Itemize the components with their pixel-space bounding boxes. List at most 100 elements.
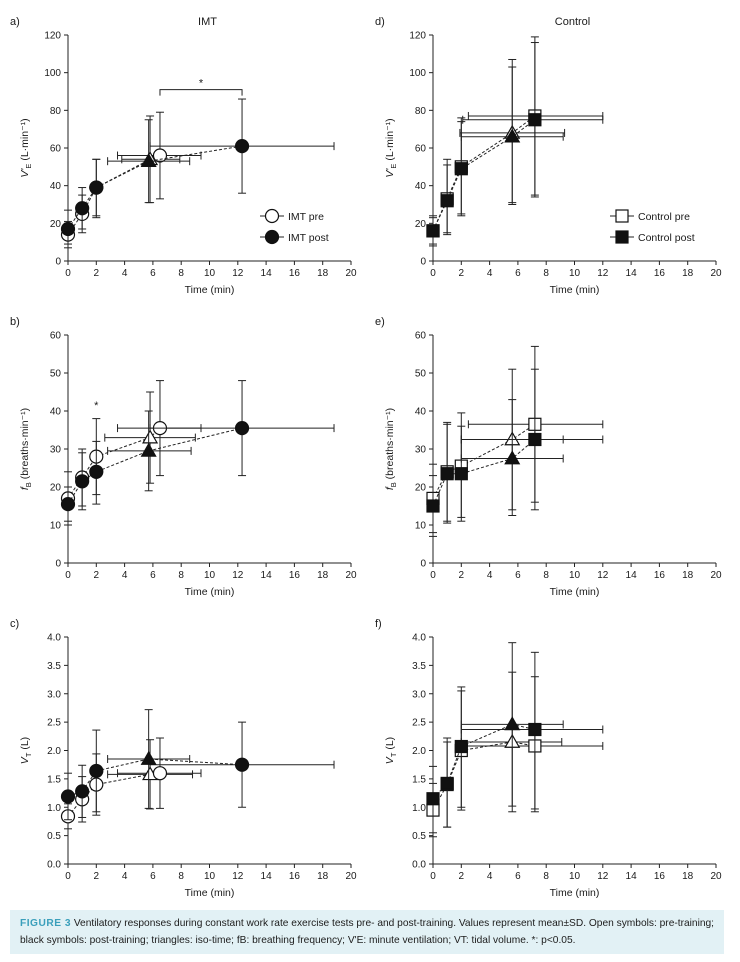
data-point: [75, 474, 90, 489]
x-tick-label: 14: [626, 570, 638, 581]
panel-b: b) 0 2 4 6 8 10 12 14 16 18 20 0 10 20 30 40 50 60 Time (mi…: [10, 316, 357, 598]
y-tick-label: 20: [50, 483, 62, 494]
x-tick-label: 16: [654, 268, 666, 279]
y-axis-label: fB (breaths·min⁻¹): [19, 408, 33, 490]
series-imt-post: [60, 380, 335, 522]
x-tick-label: 12: [232, 268, 244, 279]
data-point: [234, 139, 250, 154]
data-point: [60, 789, 76, 804]
x-tick-label: 16: [289, 268, 301, 279]
panel-label-f: f): [375, 618, 382, 630]
x-axis-label: Time (min): [185, 284, 235, 296]
x-tick-label: 14: [261, 570, 273, 581]
y-axis-label-unit: (L·min⁻¹): [384, 118, 396, 163]
y-tick-label: 40: [50, 181, 62, 192]
x-tick-label: 6: [515, 268, 521, 279]
data-point: [454, 739, 468, 754]
significance-star: *: [94, 400, 99, 412]
x-tick-label: 10: [569, 871, 581, 882]
x-tick-label: 0: [430, 268, 436, 279]
y-axis-label-unit: (L·min⁻¹): [19, 118, 31, 163]
x-tick-label: 14: [626, 871, 638, 882]
y-axis-label-unit: (L): [19, 737, 31, 753]
significance-star: *: [199, 78, 204, 90]
panel-label-c: c): [10, 618, 19, 630]
data-point: [426, 499, 440, 513]
x-tick-label: 12: [232, 871, 244, 882]
x-tick-label: 4: [122, 570, 128, 581]
data-point: [75, 201, 90, 216]
y-tick-label: 30: [415, 445, 427, 456]
x-tick-label: 4: [122, 268, 128, 279]
x-tick-label: 4: [487, 570, 493, 581]
legend: IMT pre IMT post: [260, 208, 329, 245]
x-tick-label: 16: [654, 570, 666, 581]
series-control-post: [426, 368, 604, 537]
x-tick-label: 0: [65, 871, 71, 882]
y-tick-label: 120: [409, 31, 426, 42]
series-control-pre: [426, 671, 604, 838]
data-point-iso-time: [504, 716, 521, 731]
data-point: [454, 467, 468, 481]
x-axis-label: Time (min): [550, 586, 600, 598]
data-point: [75, 784, 90, 799]
y-axis-label-unit: (L): [384, 737, 396, 753]
x-tick-label: 2: [94, 871, 100, 882]
x-tick-label: 0: [65, 570, 71, 581]
x-tick-label: 10: [204, 570, 216, 581]
x-tick-label: 6: [150, 570, 156, 581]
y-axis-label: V'E (L·min⁻¹): [19, 118, 33, 177]
y-axis-label-symbol: f: [384, 486, 396, 490]
y-axis-label-symbol: f: [19, 486, 31, 490]
x-tick-label: 6: [150, 268, 156, 279]
panel-label-b: b): [10, 316, 20, 328]
y-tick-label: 2.0: [412, 746, 426, 757]
y-tick-label: 0.5: [412, 831, 426, 842]
y-tick-label: 100: [44, 68, 61, 79]
y-tick-label: 4.0: [412, 633, 426, 644]
panel-f: f) 0 2 4 6 8 10 12 14 16 18 20 0.0 0.5 1.0 1.5 2.0 2.5 3.0…: [375, 618, 722, 899]
y-tick-label: 60: [50, 331, 62, 342]
legend-marker: [264, 208, 280, 224]
series-control-post: [426, 42, 604, 247]
x-tick-label: 6: [515, 871, 521, 882]
y-axis-label-unit: (breaths·min⁻¹): [384, 408, 396, 482]
y-tick-label: 2.5: [47, 718, 61, 729]
x-tick-label: 6: [515, 570, 521, 581]
x-tick-label: 0: [65, 268, 71, 279]
significance-bracket: [159, 89, 243, 96]
y-tick-label: 1.5: [412, 774, 426, 785]
y-tick-label: 0: [55, 559, 61, 570]
x-tick-label: 10: [204, 871, 216, 882]
data-point: [440, 467, 454, 481]
series-imt-post: [60, 709, 335, 821]
y-tick-label: 0: [55, 257, 61, 268]
x-tick-label: 8: [543, 871, 549, 882]
x-tick-label: 8: [178, 268, 184, 279]
legend-label: IMT post: [288, 232, 329, 244]
y-tick-label: 3.0: [47, 689, 61, 700]
x-tick-label: 14: [261, 268, 273, 279]
y-axis-label-symbol: V': [384, 168, 396, 178]
data-point: [440, 194, 454, 208]
legend-marker: [264, 229, 280, 245]
data-point: [426, 224, 440, 238]
legend-marker: [615, 230, 629, 244]
x-tick-label: 12: [597, 268, 609, 279]
y-axis-label-subscript: E: [389, 164, 398, 169]
x-tick-label: 8: [543, 268, 549, 279]
panel-label-d: d): [375, 16, 385, 28]
y-axis-label-subscript: B: [389, 482, 398, 487]
data-point: [89, 763, 104, 779]
y-axis-label-symbol: V: [384, 756, 396, 764]
data-point: [152, 148, 168, 163]
x-tick-label: 18: [317, 268, 329, 279]
x-tick-label: 0: [430, 570, 436, 581]
data-point: [60, 497, 76, 512]
x-tick-label: 18: [317, 570, 329, 581]
y-tick-label: 10: [50, 521, 62, 532]
legend-label: Control post: [638, 232, 695, 244]
y-tick-label: 10: [415, 521, 427, 532]
x-tick-label: 2: [459, 871, 465, 882]
